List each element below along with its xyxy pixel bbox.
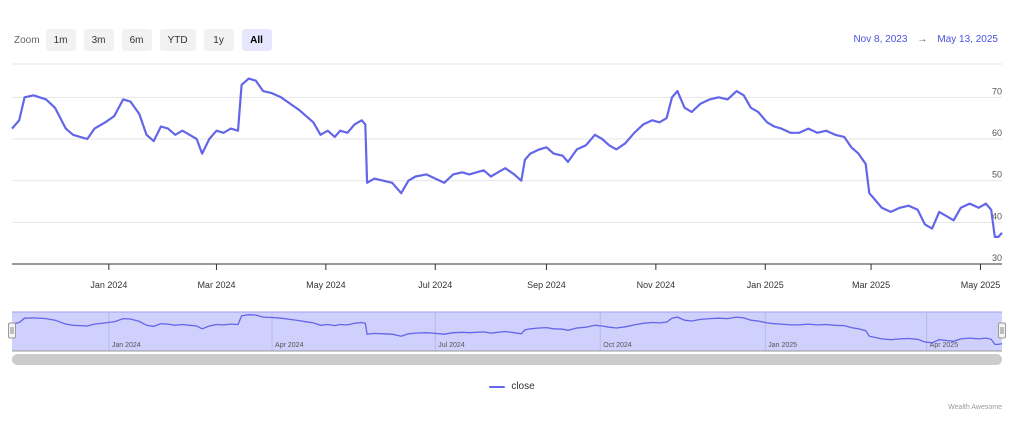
close-series-line: [11, 77, 1003, 238]
x-tick-label: Jan 2025: [747, 280, 784, 290]
navigator-tick-label: Oct 2024: [603, 342, 632, 349]
navigator-tick-label: Jan 2025: [768, 342, 797, 349]
x-tick-label: Jul 2024: [418, 280, 452, 290]
x-tick-label: Jan 2024: [90, 280, 127, 290]
y-tick-label: 50: [992, 170, 1002, 180]
y-tick-label: 70: [992, 86, 1002, 96]
navigator-series-line: [11, 314, 1003, 346]
zoom-button-ytd[interactable]: YTD: [159, 29, 196, 51]
x-tick-label: Mar 2025: [852, 280, 890, 290]
zoom-button-3m[interactable]: 3m: [83, 29, 114, 51]
navigator-tick-label: Jul 2024: [438, 342, 465, 349]
scrollbar-thumb[interactable]: [12, 354, 1002, 365]
navigator-left-handle[interactable]: [8, 322, 16, 339]
legend-swatch: [489, 385, 506, 388]
zoom-button-6m[interactable]: 6m: [121, 29, 152, 51]
navigator-tick-label: Apr 2025: [930, 342, 959, 349]
legend[interactable]: close: [0, 381, 1024, 392]
stock-chart: 30 40 50 60 70 Jan 2024 Mar 2024 May 2024 Jul 20…: [8, 63, 1006, 365]
y-tick-label: 60: [992, 128, 1002, 138]
zoom-button-1y[interactable]: 1y: [203, 29, 234, 51]
navigator-right-handle[interactable]: [998, 322, 1006, 339]
navigator-tick-label: Apr 2024: [275, 342, 304, 349]
zoom-label: Zoom: [14, 34, 40, 46]
x-tick-label: May 2024: [306, 280, 346, 290]
y-tick-label: 40: [992, 211, 1002, 221]
x-tick-label: May 2025: [961, 280, 1001, 290]
x-tick-label: Sep 2024: [527, 280, 566, 290]
date-range: Nov 8, 2023 → May 13, 2025: [853, 34, 998, 45]
x-tick-label: Mar 2024: [197, 280, 235, 290]
handle-grip: [998, 322, 1006, 339]
handle-grip: [8, 322, 16, 339]
y-tick-label: 30: [992, 253, 1002, 263]
zoom-toolbar: Zoom 1m 3m 6m YTD 1y All: [14, 29, 280, 51]
navigator-tick-label: Jan 2024: [112, 342, 141, 349]
zoom-button-all[interactable]: All: [241, 29, 272, 51]
range-arrow: →: [917, 34, 928, 45]
range-to-date[interactable]: May 13, 2025: [937, 34, 998, 45]
range-from-date[interactable]: Nov 8, 2023: [853, 34, 908, 45]
x-tick-label: Nov 2024: [637, 280, 676, 290]
credit-text: Wealth Awesome: [948, 404, 1002, 411]
zoom-button-1m[interactable]: 1m: [45, 29, 76, 51]
legend-label: close: [511, 381, 535, 392]
